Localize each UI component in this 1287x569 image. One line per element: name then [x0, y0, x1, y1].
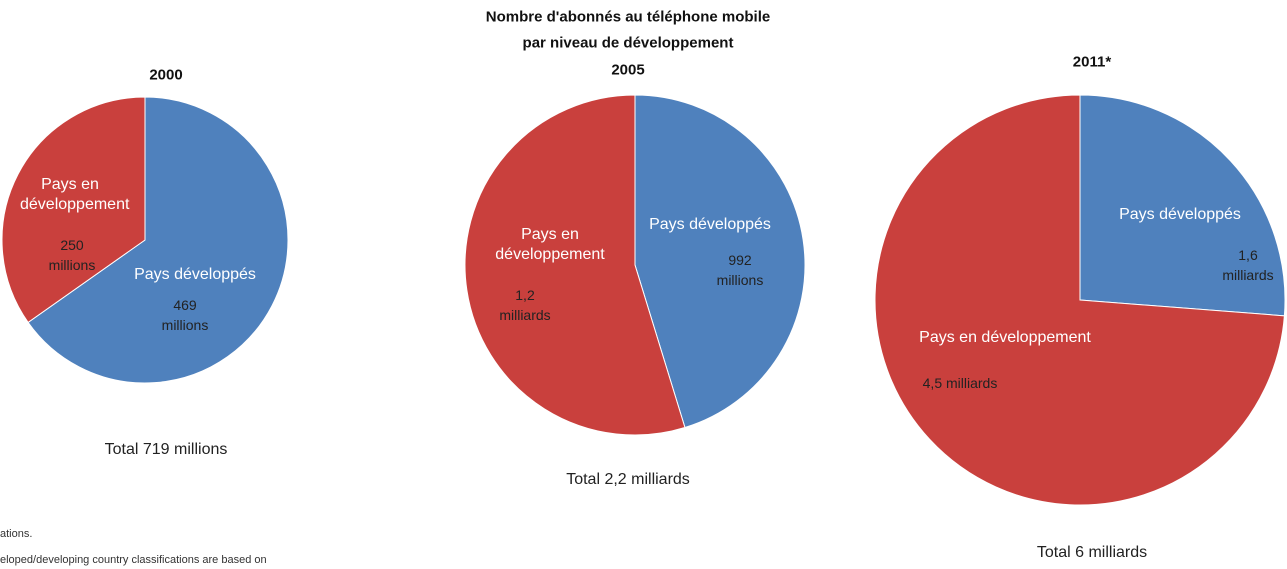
slice-label: Pays développés — [649, 216, 771, 233]
pie-slice — [27, 96, 289, 384]
pie-slice — [1, 96, 146, 324]
value-label: 4,5 milliards — [922, 375, 998, 391]
pie-slice — [634, 94, 806, 429]
pie-slice — [874, 94, 1285, 506]
value-label: 469 millions — [161, 297, 209, 333]
slice-label: Pays développés — [134, 266, 256, 283]
pie-slice — [464, 94, 686, 436]
pie-slice — [1079, 94, 1286, 317]
total-label: Total 719 millions — [104, 441, 228, 458]
chart-title: 2011* — [1072, 53, 1112, 71]
value-label: 1,6 milliards — [1222, 247, 1274, 283]
value-label: 1,2 milliards — [499, 287, 551, 323]
slice-label: Pays développés — [1119, 206, 1241, 223]
title: par niveau de développement — [522, 34, 734, 52]
total-label: Total 6 milliards — [1036, 544, 1148, 561]
note: ations. — [0, 528, 33, 540]
slice-label: Pays en développement — [919, 329, 1091, 346]
note: eloped/developing country classification… — [0, 554, 267, 566]
chart-title: 2005 — [611, 61, 645, 79]
title: Nombre d'abonnés au téléphone mobile — [485, 8, 771, 26]
value-label: 992 millions — [716, 252, 764, 288]
chart-title: 2000 — [149, 66, 183, 84]
slice-label: Pays en développement — [495, 226, 605, 263]
total-label: Total 2,2 milliards — [566, 471, 690, 488]
value-label: 250 millions — [48, 237, 96, 273]
slice-label: Pays en développement — [20, 176, 130, 213]
